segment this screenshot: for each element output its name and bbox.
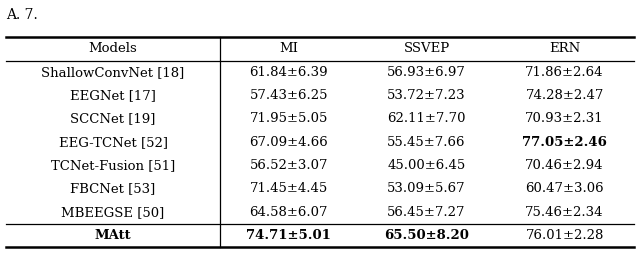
Text: 70.93±2.31: 70.93±2.31 <box>525 112 604 125</box>
Text: 62.11±7.70: 62.11±7.70 <box>387 112 466 125</box>
Text: MAtt: MAtt <box>95 229 131 242</box>
Text: 70.46±2.94: 70.46±2.94 <box>525 159 604 172</box>
Text: 74.71±5.01: 74.71±5.01 <box>246 229 331 242</box>
Text: 56.93±6.97: 56.93±6.97 <box>387 66 466 79</box>
Text: TCNet-Fusion [51]: TCNet-Fusion [51] <box>51 159 175 172</box>
Text: 56.52±3.07: 56.52±3.07 <box>250 159 328 172</box>
Text: 75.46±2.34: 75.46±2.34 <box>525 206 604 219</box>
Text: MI: MI <box>279 42 298 55</box>
Text: 74.28±2.47: 74.28±2.47 <box>525 89 604 102</box>
Text: 60.47±3.06: 60.47±3.06 <box>525 182 604 195</box>
Text: 77.05±2.46: 77.05±2.46 <box>522 136 607 149</box>
Text: FBCNet [53]: FBCNet [53] <box>70 182 156 195</box>
Text: A. 7.: A. 7. <box>6 8 38 22</box>
Text: EEG-TCNet [52]: EEG-TCNet [52] <box>58 136 168 149</box>
Text: 55.45±7.66: 55.45±7.66 <box>387 136 466 149</box>
Text: 71.86±2.64: 71.86±2.64 <box>525 66 604 79</box>
Text: EEGNet [17]: EEGNet [17] <box>70 89 156 102</box>
Text: 71.45±4.45: 71.45±4.45 <box>250 182 328 195</box>
Text: SCCNet [19]: SCCNet [19] <box>70 112 156 125</box>
Text: 53.72±7.23: 53.72±7.23 <box>387 89 466 102</box>
Text: 71.95±5.05: 71.95±5.05 <box>250 112 328 125</box>
Text: 76.01±2.28: 76.01±2.28 <box>525 229 604 242</box>
Text: 61.84±6.39: 61.84±6.39 <box>250 66 328 79</box>
Text: 67.09±4.66: 67.09±4.66 <box>249 136 328 149</box>
Text: SSVEP: SSVEP <box>403 42 450 55</box>
Text: ERN: ERN <box>549 42 580 55</box>
Text: 45.00±6.45: 45.00±6.45 <box>387 159 466 172</box>
Text: 64.58±6.07: 64.58±6.07 <box>250 206 328 219</box>
Text: 65.50±8.20: 65.50±8.20 <box>384 229 469 242</box>
Text: 53.09±5.67: 53.09±5.67 <box>387 182 466 195</box>
Text: 56.45±7.27: 56.45±7.27 <box>387 206 466 219</box>
Text: ShallowConvNet [18]: ShallowConvNet [18] <box>42 66 185 79</box>
Text: 57.43±6.25: 57.43±6.25 <box>250 89 328 102</box>
Text: MBEEGSE [50]: MBEEGSE [50] <box>61 206 164 219</box>
Text: Models: Models <box>89 42 138 55</box>
